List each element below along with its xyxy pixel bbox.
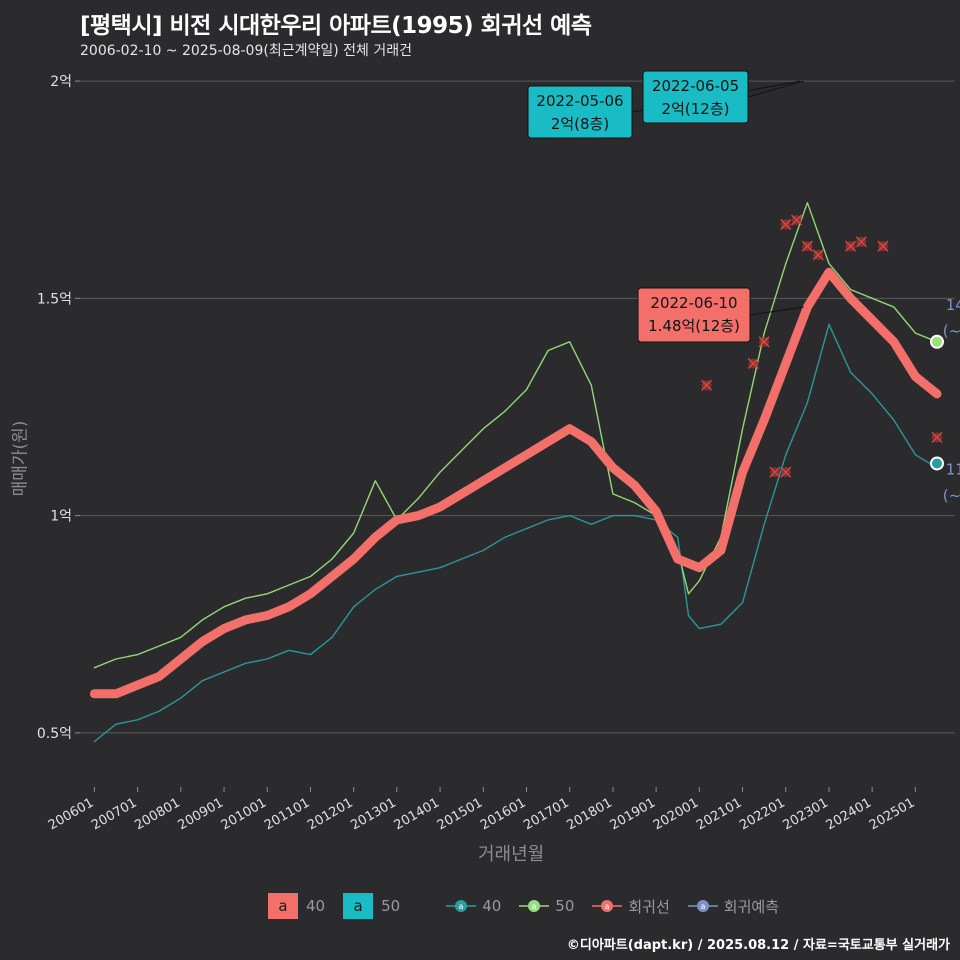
- legend-line-glyph: a: [605, 902, 610, 911]
- legend-line-dot: [455, 900, 468, 912]
- x-axis-label: 거래년월: [478, 844, 545, 865]
- chart-subtitle: 2006-02-10 ~ 2025-08-09(최근계약일) 전체 거래건: [80, 43, 412, 59]
- annotation-date: 2022-06-10: [650, 294, 737, 312]
- annotation-leader: [747, 80, 804, 98]
- cancelled-deal-x: [701, 379, 713, 391]
- regression-line: [89, 267, 942, 699]
- legend-line-dot: [601, 900, 614, 912]
- legend-line-key-50: a: [519, 900, 550, 912]
- legend-fill-label-50: 50: [381, 897, 401, 915]
- legend-line-50: a 50: [519, 896, 574, 916]
- cancelled-deal-x: [801, 240, 813, 252]
- x-tick-label: 202401: [824, 795, 874, 833]
- end-area-label: (~40㎡): [943, 486, 960, 504]
- end-marker-50: [929, 334, 944, 349]
- annotation-date: 2022-06-05: [652, 77, 739, 95]
- x-tick-label: 201501: [435, 795, 485, 833]
- x-tick-label: 200801: [132, 795, 182, 833]
- end-value-label: 14,012: [946, 296, 960, 314]
- legend-line-glyph: a: [700, 902, 705, 911]
- cancelled-deal-x: [769, 466, 781, 478]
- x-tick-label: 201401: [392, 795, 442, 833]
- legend: a 40 a 50 a 40 a 50 a 회귀선 a 회귀예측: [268, 893, 797, 919]
- end-value-label: 11,194: [946, 460, 960, 478]
- x-tick-label: 201601: [478, 795, 528, 833]
- legend-line-label-50: 50: [555, 897, 575, 915]
- x-tick-label: 201101: [262, 795, 312, 833]
- footer-credit: ©디아파트(dapt.kr) / 2025.08.12 / 자료=국토교통부 실…: [566, 938, 950, 953]
- x-tick-label: 200701: [89, 795, 139, 833]
- x-tick-label: 202201: [737, 795, 787, 833]
- y-tick-label: 0.5억: [37, 726, 72, 742]
- annotation-box: [637, 287, 751, 343]
- cancelled-deal-x: [877, 240, 889, 252]
- chart-title: [평택시] 비전 시대한우리 아파트(1995) 회귀선 예측: [80, 13, 592, 39]
- x-tick-label: 202501: [867, 795, 917, 833]
- legend-line-key-40: a: [446, 900, 477, 912]
- cancelled-deal-x: [855, 236, 867, 248]
- annotation-box: [527, 85, 633, 139]
- cancelled-deal-x: [758, 336, 770, 348]
- cancelled-deal-x: [791, 214, 803, 226]
- series-line-50: [93, 201, 938, 669]
- cancelled-deal-x: [780, 466, 792, 478]
- x-tick-label: 201701: [521, 795, 571, 833]
- legend-line-label-40: 40: [482, 897, 502, 915]
- cancelled-deal-x: [747, 357, 759, 370]
- x-tick-label: 200901: [176, 795, 226, 833]
- cancelled-deal-x: [780, 218, 792, 230]
- x-tick-label: 202301: [780, 795, 830, 833]
- legend-fill-40: a 40: [268, 893, 325, 919]
- legend-line-dot: [696, 900, 709, 912]
- annotation-date: 2022-05-06: [536, 92, 623, 110]
- legend-line-key-regression: a: [592, 900, 623, 912]
- x-tick-label: 201801: [564, 795, 614, 833]
- annotation-price: 2억(8층): [551, 115, 609, 133]
- cancelled-deal-x: [931, 431, 943, 443]
- x-tick-label: 200601: [46, 795, 96, 833]
- x-tick-label: 201301: [348, 795, 398, 833]
- legend-fill-label-40: 40: [306, 897, 326, 915]
- legend-fill-swatch-50: a: [343, 893, 374, 919]
- legend-line-glyph: a: [459, 902, 464, 911]
- legend-line-dot: [528, 900, 541, 912]
- legend-line-40: a 40: [446, 896, 501, 916]
- annotation-box: [642, 70, 749, 124]
- x-tick-label: 201901: [608, 795, 658, 833]
- x-tick-label: 201201: [305, 795, 355, 833]
- annotation-price: 1.48억(12층): [648, 317, 740, 335]
- y-tick-label: 1억: [50, 509, 72, 525]
- end-area-label: (~50㎡): [943, 322, 960, 340]
- x-tick-label: 202101: [694, 795, 744, 833]
- cancelled-deal-x: [812, 249, 824, 261]
- x-tick-label: 201001: [219, 795, 269, 833]
- annotation-leader: [749, 306, 804, 316]
- annotation-price: 2억(12층): [662, 100, 730, 118]
- legend-fill-swatch-40: a: [268, 893, 298, 919]
- legend-line-glyph: a: [532, 902, 537, 911]
- series-line-40: [93, 323, 938, 743]
- legend-fill-50: a 50: [343, 893, 400, 919]
- y-tick-label: 1.5억: [37, 291, 72, 307]
- legend-line-forecast: a 회귀예측: [687, 896, 779, 917]
- cancelled-deal-x: [845, 240, 857, 252]
- legend-line-label-forecast: 회귀예측: [723, 897, 779, 916]
- y-tick-label: 2억: [50, 74, 72, 90]
- end-marker-40: [929, 456, 944, 471]
- legend-line-key-forecast: a: [687, 900, 718, 912]
- legend-line-regression: a 회귀선: [592, 896, 670, 917]
- x-tick-label: 202001: [651, 795, 701, 833]
- legend-line-label-regression: 회귀선: [628, 897, 670, 916]
